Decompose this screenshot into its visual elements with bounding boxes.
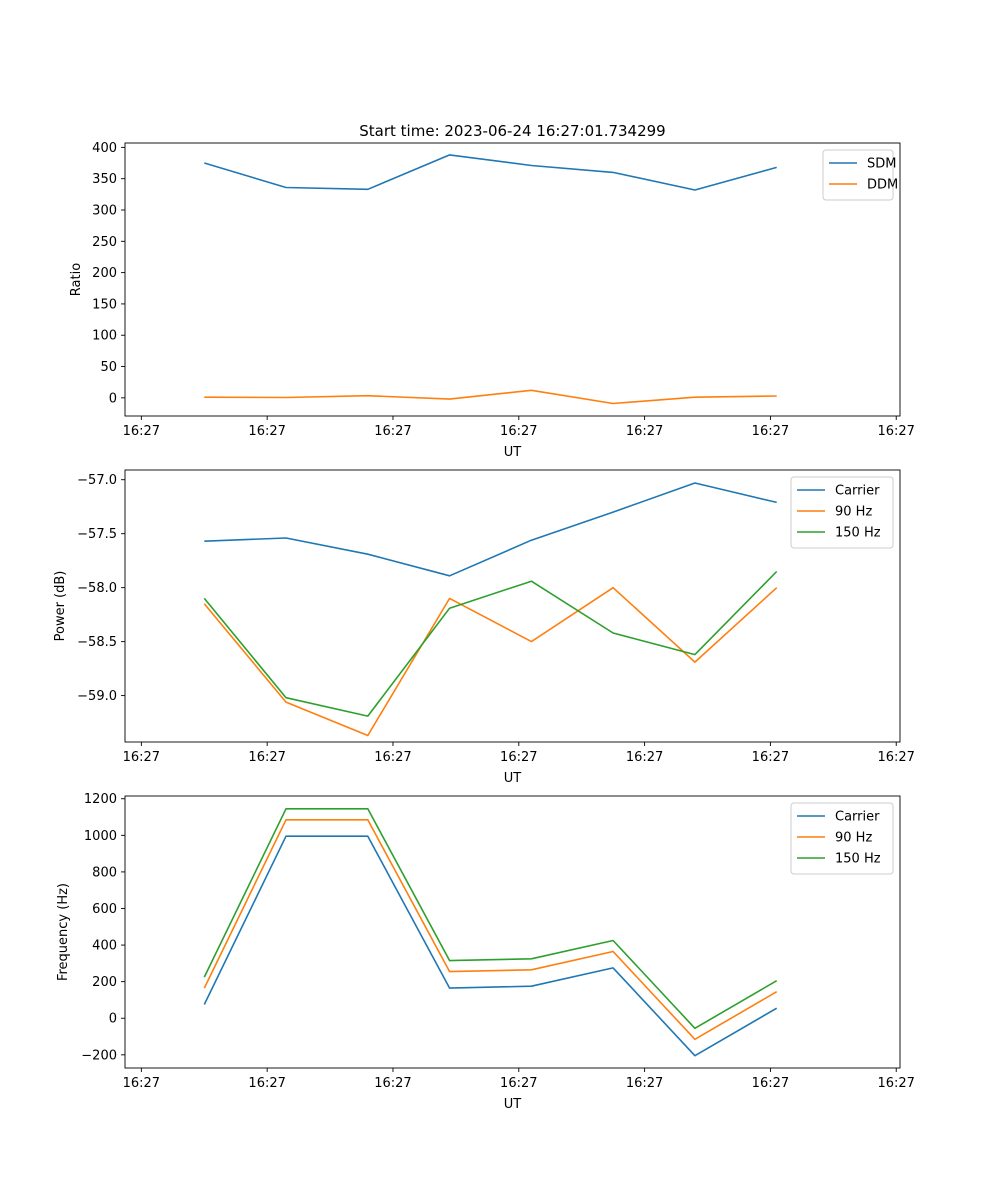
- y-tick-label: 0: [109, 391, 117, 406]
- x-tick-label: 16:27: [752, 1076, 789, 1091]
- series-line-150-hz: [203, 570, 778, 717]
- chart-panel-2: 16:27 16:27 16:27 16:27 16:27 16:27 16:27 −59.0…: [53, 469, 915, 786]
- series-line-carrier: [203, 835, 778, 1057]
- y-tick-label: 200: [92, 975, 117, 990]
- legend-box: [790, 476, 894, 549]
- series-line-90-hz: [203, 818, 778, 1041]
- x-tick-label: 16:27: [500, 424, 537, 439]
- y-tick-label: 0: [109, 1012, 117, 1027]
- y-tick-label: 1000: [84, 829, 117, 844]
- chart-title: Start time: 2023-06-24 16:27:01.734299: [359, 122, 665, 140]
- y-tick-label: −58.5: [77, 635, 117, 650]
- y-tick-label: 600: [92, 902, 117, 917]
- x-tick-label: 16:27: [374, 1076, 411, 1091]
- legend-label: 90 Hz: [835, 505, 872, 520]
- legend-label: DDM: [867, 178, 898, 193]
- legend-label: SDM: [867, 157, 896, 172]
- x-tick-label: 16:27: [248, 750, 285, 765]
- series-line-ddm: [204, 389, 777, 405]
- series-line-90-hz: [203, 586, 778, 737]
- y-axis-label: Frequency (Hz): [56, 883, 71, 981]
- x-tick-label: 16:27: [626, 750, 663, 765]
- x-axis-label: UT: [504, 445, 522, 460]
- series-line-150-hz: [203, 807, 778, 1030]
- x-tick-label: 16:27: [374, 750, 411, 765]
- series-line-sdm: [204, 154, 777, 191]
- x-tick-label: 16:27: [752, 424, 789, 439]
- y-tick-label: 150: [92, 297, 117, 312]
- y-tick-label: 250: [92, 235, 117, 250]
- axes-frame: [124, 795, 901, 1069]
- y-tick-label: 400: [92, 141, 117, 156]
- legend: SDM DDM: [822, 149, 898, 201]
- x-tick-label: 16:27: [123, 424, 160, 439]
- x-tick-label: 16:27: [500, 750, 537, 765]
- x-tick-label: 16:27: [123, 750, 160, 765]
- x-tick-label: 16:27: [626, 424, 663, 439]
- x-axis-label: UT: [504, 771, 522, 786]
- legend: Carrier 90 Hz 150 Hz: [790, 476, 894, 549]
- y-tick-label: −200: [81, 1048, 117, 1063]
- axes-frame: [124, 469, 901, 743]
- x-tick-label: 16:27: [123, 1076, 160, 1091]
- axes-frame: [124, 142, 901, 417]
- legend-label: 150 Hz: [835, 526, 881, 541]
- legend-label: 90 Hz: [835, 831, 872, 846]
- y-tick-label: −57.0: [77, 473, 117, 488]
- x-tick-label: 16:27: [248, 1076, 285, 1091]
- x-tick-label: 16:27: [500, 1076, 537, 1091]
- legend-label: Carrier: [835, 810, 880, 825]
- x-tick-label: 16:27: [374, 424, 411, 439]
- y-tick-label: −58.0: [77, 581, 117, 596]
- x-tick-label: 16:27: [248, 424, 285, 439]
- y-tick-label: 1200: [84, 792, 117, 807]
- y-tick-label: 350: [92, 172, 117, 187]
- x-tick-label: 16:27: [877, 424, 914, 439]
- y-tick-label: 300: [92, 203, 117, 218]
- series-line-carrier: [204, 482, 777, 577]
- x-tick-label: 16:27: [877, 1076, 914, 1091]
- panels: 16:27 16:27 16:27 16:27 16:27 16:27 16:27 0 50 10…: [53, 141, 915, 1112]
- y-axis-label: Ratio: [69, 263, 84, 296]
- x-tick-label: 16:27: [752, 750, 789, 765]
- legend: Carrier 90 Hz 150 Hz: [790, 802, 894, 875]
- legend-box: [790, 802, 894, 875]
- x-tick-label: 16:27: [626, 1076, 663, 1091]
- y-tick-label: −59.0: [77, 689, 117, 704]
- y-tick-label: −57.5: [77, 527, 117, 542]
- chart-panel-3: 16:27 16:27 16:27 16:27 16:27 16:27 16:27 −200 0…: [56, 792, 915, 1112]
- y-axis-label: Power (dB): [53, 571, 68, 642]
- y-tick-label: 400: [92, 939, 117, 954]
- y-tick-label: 100: [92, 329, 117, 344]
- x-tick-label: 16:27: [877, 750, 914, 765]
- y-tick-label: 800: [92, 865, 117, 880]
- legend-label: 150 Hz: [835, 852, 881, 867]
- x-axis-label: UT: [504, 1097, 522, 1112]
- y-tick-label: 50: [100, 360, 117, 375]
- chart-panel-1: 16:27 16:27 16:27 16:27 16:27 16:27 16:27 0 50 10…: [69, 141, 915, 460]
- legend-label: Carrier: [835, 484, 880, 499]
- y-tick-label: 200: [92, 266, 117, 281]
